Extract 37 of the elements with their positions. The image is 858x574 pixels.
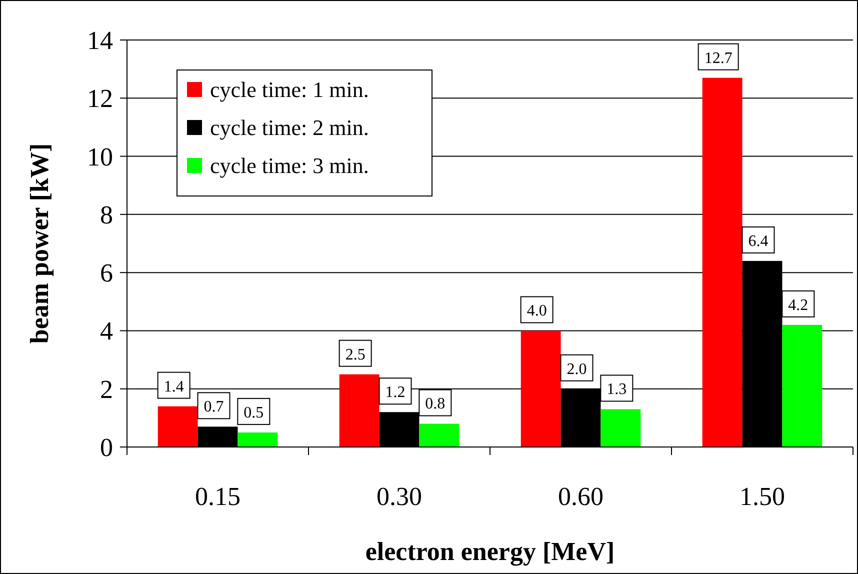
legend-label: cycle time: 2 min. <box>210 115 369 140</box>
y-tick-label: 6 <box>100 258 113 288</box>
legend-label: cycle time: 3 min. <box>210 153 369 178</box>
y-axis-title: beam power [kW] <box>25 143 54 344</box>
y-tick-label: 8 <box>100 200 113 230</box>
data-label: 2.5 <box>345 346 366 364</box>
y-tick-label: 0 <box>100 433 113 462</box>
data-label: 4.2 <box>788 296 808 314</box>
bar <box>158 406 198 447</box>
bar <box>520 330 561 447</box>
y-tick-label: 14 <box>87 26 113 55</box>
y-tick-label: 2 <box>100 374 113 404</box>
data-label: 0.7 <box>204 398 224 416</box>
data-label: 4.0 <box>526 302 547 320</box>
x-axis-title: electron energy [MeV] <box>365 537 615 566</box>
data-label: 6.4 <box>748 232 768 250</box>
bar <box>419 424 460 447</box>
data-label: 1.2 <box>385 384 406 402</box>
data-label: 12.7 <box>704 50 732 67</box>
y-tick-label: 12 <box>87 84 113 114</box>
data-label: 0.5 <box>244 404 264 422</box>
x-tick-label: 1.50 <box>740 482 785 511</box>
x-tick-label: 0.60 <box>558 482 604 511</box>
data-label: 2.0 <box>566 360 587 378</box>
x-tick-label: 0.30 <box>376 482 422 511</box>
y-tick-label: 10 <box>87 142 113 172</box>
legend-label: cycle time: 1 min. <box>210 77 369 102</box>
y-tick-label: 4 <box>100 316 113 346</box>
data-label: 1.4 <box>164 378 184 396</box>
bar <box>238 432 278 447</box>
bar <box>339 374 380 447</box>
bar <box>702 78 742 447</box>
bar <box>782 324 822 447</box>
bar <box>600 409 641 447</box>
data-label: 1.3 <box>606 381 627 398</box>
x-tick-label: 0.15 <box>195 482 240 511</box>
data-label: 0.8 <box>425 396 446 413</box>
